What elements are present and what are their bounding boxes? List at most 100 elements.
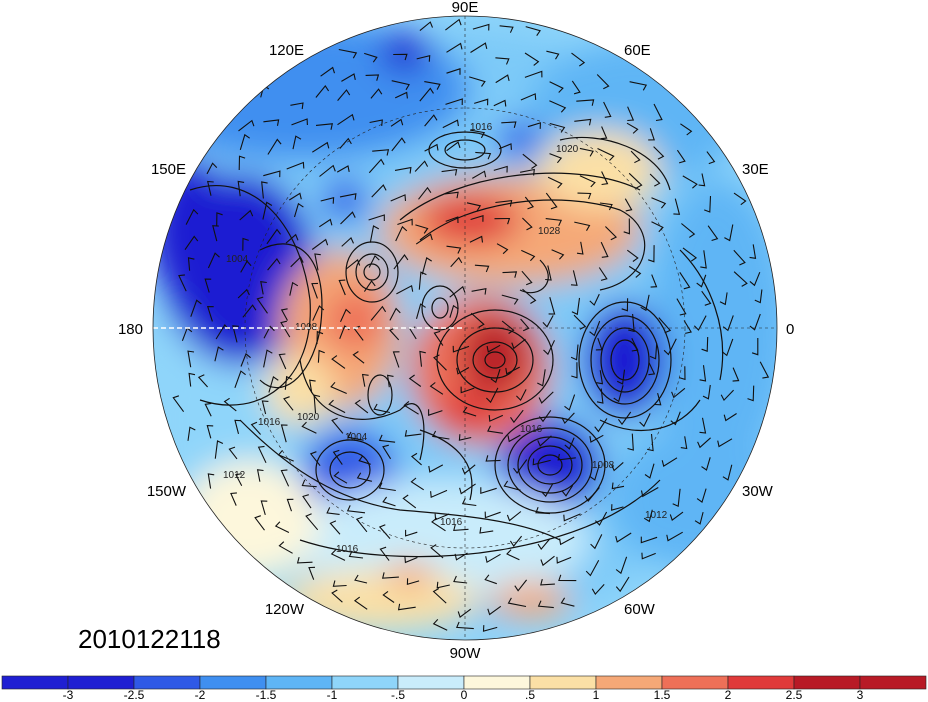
wind-barb <box>308 566 316 580</box>
wind-barb <box>326 507 340 515</box>
wind-barb <box>345 258 361 270</box>
wind-barb <box>331 589 343 603</box>
wind-barb <box>261 181 268 199</box>
wind-barb <box>579 147 594 157</box>
contour-label: 1016 <box>336 544 359 555</box>
wind-barb <box>651 197 667 209</box>
wind-barb <box>621 298 629 312</box>
wind-barb <box>648 362 656 376</box>
wind-barb <box>190 299 202 317</box>
wind-barb <box>524 196 535 210</box>
wind-barb <box>501 294 519 305</box>
wind-barb <box>732 367 740 382</box>
wind-barb <box>415 233 433 245</box>
wind-barb <box>701 336 709 352</box>
wind-barb <box>402 494 417 509</box>
wind-barb <box>548 297 556 315</box>
colorbar-tick-label: 2 <box>725 688 732 702</box>
wind-barb <box>631 338 639 352</box>
wind-barb <box>430 489 448 499</box>
wind-barb <box>538 409 552 423</box>
wind-barb <box>353 596 368 610</box>
wind-barb <box>590 534 603 550</box>
wind-barb <box>267 257 281 271</box>
wind-barb <box>314 253 321 271</box>
wind-barb <box>337 89 351 101</box>
wind-barb <box>301 479 317 488</box>
wind-barb <box>379 546 390 561</box>
wind-barb <box>280 308 288 321</box>
wind-barb <box>717 438 733 448</box>
wind-barb <box>486 344 501 353</box>
wind-barb <box>391 80 410 91</box>
wind-barb <box>485 553 501 564</box>
wind-barb <box>605 226 618 241</box>
wind-barb <box>485 455 501 462</box>
wind-barb <box>549 122 566 133</box>
wind-barb <box>408 374 422 387</box>
wind-barb <box>368 158 385 174</box>
wind-barb <box>611 461 624 472</box>
wind-barb <box>390 194 407 202</box>
wind-barb <box>449 304 459 318</box>
wind-barb <box>319 164 336 177</box>
wind-barb <box>309 451 321 467</box>
wind-barb <box>242 304 257 318</box>
wind-barb <box>397 218 413 226</box>
wind-barb <box>240 260 252 273</box>
wind-barb <box>615 556 628 575</box>
wind-barb <box>238 119 255 132</box>
wind-barb <box>204 402 212 417</box>
wind-barb <box>616 369 626 385</box>
wind-barb <box>329 520 341 535</box>
wind-barb <box>696 274 707 288</box>
wind-barb <box>475 151 492 160</box>
wind-barb <box>328 399 346 414</box>
contour-label: 1016 <box>258 417 281 428</box>
contour-label: 1028 <box>538 226 561 237</box>
wind-barb <box>317 349 325 363</box>
wind-barb <box>371 184 387 198</box>
wind-barb <box>256 469 264 482</box>
wind-barb <box>524 70 543 78</box>
wind-barb <box>356 472 373 482</box>
wind-barb <box>502 271 518 278</box>
wind-barb <box>257 445 267 464</box>
wind-barb <box>187 257 195 271</box>
wind-barb <box>450 256 463 268</box>
wind-barb <box>611 504 624 511</box>
wind-barb <box>570 344 579 361</box>
wind-barb <box>289 281 299 296</box>
wind-barb <box>348 550 364 559</box>
wind-barb <box>228 446 238 460</box>
wind-barb <box>495 199 513 207</box>
colorbar-tick-label: -3 <box>63 688 74 702</box>
wind-barb <box>442 119 459 129</box>
wind-barb <box>623 218 630 235</box>
wind-barb <box>701 457 711 471</box>
wind-barb <box>338 48 358 59</box>
wind-barb <box>289 192 302 201</box>
wind-barb <box>699 417 707 434</box>
wind-barb <box>470 312 485 328</box>
wind-barb <box>532 458 551 466</box>
wind-barb <box>751 338 759 356</box>
wind-barb <box>260 281 267 295</box>
wind-barb <box>488 414 504 422</box>
wind-barb <box>445 98 463 106</box>
wind-barb <box>754 289 763 304</box>
wind-barb <box>286 498 294 512</box>
wind-barb <box>537 600 554 609</box>
wind-barb <box>643 509 653 523</box>
wind-barb <box>584 487 600 503</box>
wind-barb <box>330 549 346 561</box>
contour-label: 1020 <box>556 144 579 155</box>
wind-barb <box>626 122 639 134</box>
wind-barb <box>354 574 368 584</box>
wind-barb <box>658 317 672 334</box>
wind-barb <box>458 434 472 441</box>
wind-barb <box>470 42 488 53</box>
wind-barb <box>571 80 581 95</box>
wind-barb <box>547 176 563 189</box>
wind-barb <box>661 457 678 467</box>
